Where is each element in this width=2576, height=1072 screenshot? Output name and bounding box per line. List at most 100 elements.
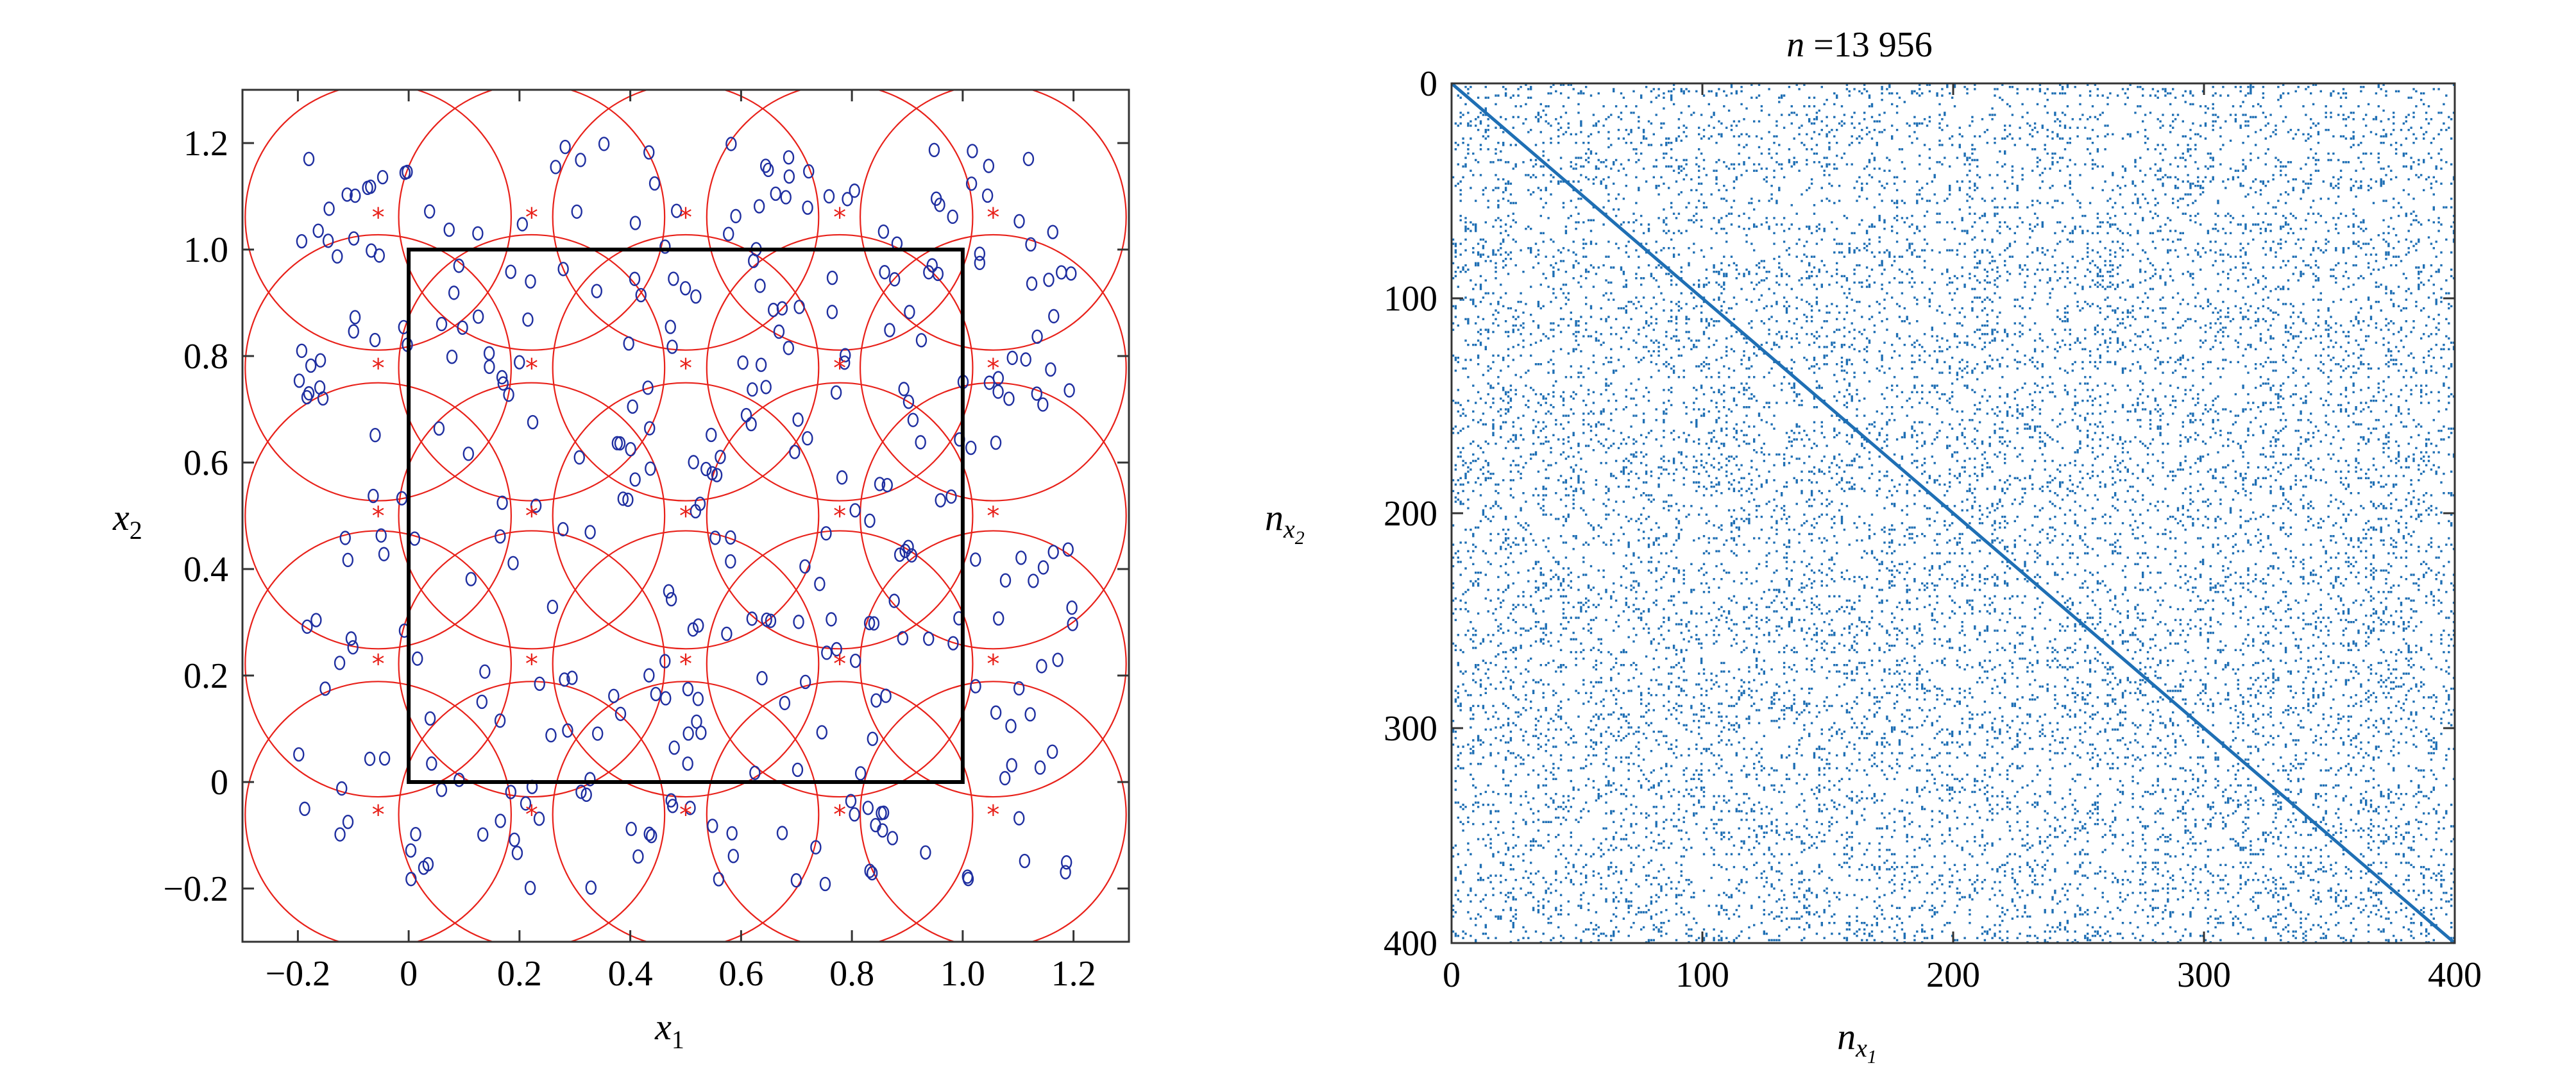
sample-point [1037, 560, 1049, 575]
sample-point [962, 869, 973, 884]
sample-point [1022, 151, 1035, 166]
y-tick-label: 400 [1384, 924, 1437, 964]
sample-point [629, 271, 641, 286]
sample-point [472, 226, 484, 241]
x-tick-label: 1.2 [1051, 954, 1096, 994]
sample-point [642, 380, 654, 395]
sample-point [763, 162, 774, 178]
right-x-tick-labels: 0 100 200 300 400 [1443, 955, 2482, 995]
sample-point [1036, 659, 1047, 674]
center-marker: * [525, 650, 538, 679]
sample-point [644, 421, 656, 436]
sample-point [737, 355, 749, 370]
sample-point [530, 498, 542, 513]
sample-point [799, 674, 811, 690]
sample-point [967, 144, 978, 158]
sample-point [412, 651, 423, 666]
y-tick-label: 1.0 [183, 230, 228, 270]
sample-point [571, 204, 582, 219]
scatter-chart-left: * * * * * * * * * * * * * * * * * * * * * * * * * −0.2 0 0.2 0.4 0.6… [112, 89, 1130, 1054]
sample-point [814, 577, 826, 591]
sample-point [902, 540, 914, 554]
sample-point [462, 447, 474, 461]
x-tick-label: 0.2 [497, 954, 542, 994]
scatter-plot-area: * * * * * * * * * * * * * * * * * * * * * * * * * [244, 90, 1127, 942]
sample-point [614, 706, 627, 721]
sample-point [947, 209, 958, 225]
coverage-circle [706, 681, 974, 942]
sample-point [505, 785, 517, 799]
sample-point [886, 831, 899, 846]
sample-point [888, 593, 900, 608]
center-marker: * [833, 801, 846, 830]
sample-point [965, 440, 977, 455]
center-marker: * [525, 353, 538, 383]
sample-point [494, 713, 506, 728]
sample-point [1048, 309, 1060, 324]
sample-point [584, 772, 596, 787]
sample-point [348, 231, 360, 246]
sample-point [819, 876, 831, 892]
sample-point [867, 731, 879, 746]
sample-point [802, 200, 813, 215]
sample-point [709, 531, 721, 545]
sample-point [559, 139, 571, 155]
sample-point [375, 528, 387, 543]
sample-point [369, 428, 381, 443]
sample-point [682, 681, 694, 697]
coverage-circle [398, 681, 666, 942]
sample-point [780, 190, 792, 205]
sample-point [904, 305, 915, 319]
sample-point [405, 843, 417, 858]
sample-point [625, 442, 636, 457]
sample-point [334, 827, 346, 842]
sample-point [868, 616, 880, 631]
sample-point [533, 812, 545, 826]
sample-point [756, 670, 768, 686]
sample-point [1052, 652, 1063, 667]
sample-point [645, 828, 657, 844]
sample-point [902, 395, 915, 409]
sparsity-plot-area [1450, 82, 2456, 944]
coverage-circle [398, 234, 666, 502]
sample-point [514, 355, 525, 370]
sample-point [332, 249, 343, 264]
coverage-circle [398, 90, 666, 351]
sample-point [884, 323, 895, 337]
coverage-circle [398, 530, 666, 798]
center-marker: * [372, 801, 385, 830]
sample-point [915, 333, 928, 348]
sample-point [516, 217, 529, 232]
sample-point [773, 324, 785, 339]
y-tick-label: 0.6 [183, 443, 228, 483]
sample-point [1003, 391, 1015, 406]
sample-point [1013, 214, 1025, 228]
sample-point [746, 611, 758, 626]
coverage-circle [552, 234, 820, 502]
sample-point [575, 153, 586, 167]
coverage-circle [552, 530, 820, 798]
sample-point [725, 530, 736, 545]
sample-point [682, 726, 694, 741]
sample-point [457, 320, 468, 336]
sample-point [889, 272, 901, 287]
center-marker: * [525, 801, 538, 830]
sample-point [993, 611, 1004, 626]
y-tick-label: 200 [1384, 494, 1437, 534]
sample-point [749, 765, 761, 780]
coverage-circle [860, 90, 1127, 351]
coverage-circle [859, 382, 1127, 650]
sample-point [511, 846, 523, 860]
sample-point [368, 488, 379, 504]
sample-point [314, 353, 326, 368]
sample-point [1031, 386, 1043, 401]
sample-point [405, 872, 417, 887]
x-tick-label: 100 [1675, 955, 1729, 995]
sample-point [1013, 811, 1025, 826]
sample-point [496, 495, 508, 510]
y-tick-label: 0.8 [183, 337, 228, 377]
x-tick-label: 1.0 [940, 954, 985, 994]
sample-point [410, 827, 421, 842]
sample-point [495, 529, 506, 544]
sample-point [322, 234, 334, 248]
